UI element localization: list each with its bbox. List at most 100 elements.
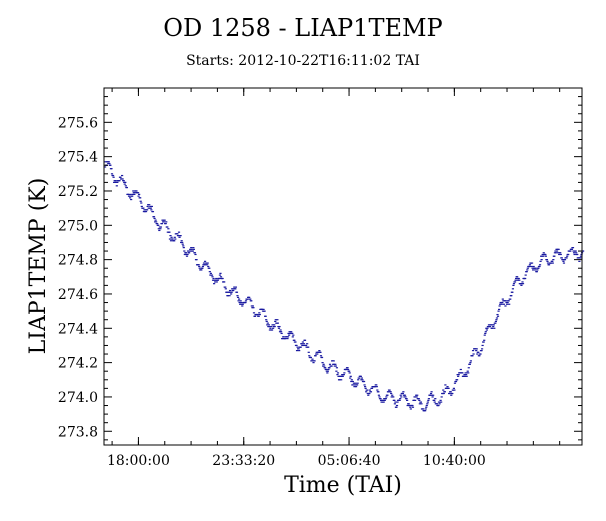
data-point <box>300 343 303 345</box>
data-point <box>193 252 197 254</box>
data-point <box>160 222 164 225</box>
data-point <box>411 404 414 407</box>
data-point <box>203 260 207 262</box>
data-point <box>475 350 478 352</box>
data-point <box>574 250 577 252</box>
data-point <box>214 281 217 283</box>
data-point <box>551 262 554 264</box>
data-point <box>431 396 434 398</box>
data-point <box>442 389 445 391</box>
data-point <box>173 236 176 238</box>
data-point <box>214 279 217 281</box>
data-point <box>166 226 169 228</box>
x-tick-label: 10:40:00 <box>423 453 486 469</box>
data-point <box>270 329 274 331</box>
data-point <box>124 181 127 183</box>
data-point <box>406 404 409 407</box>
data-point <box>241 305 244 307</box>
data-point <box>191 250 194 252</box>
data-point <box>437 404 440 407</box>
data-point <box>236 296 240 298</box>
data-point <box>343 372 346 374</box>
y-tick-label: 273.8 <box>58 424 98 440</box>
data-point <box>369 391 373 393</box>
data-point <box>151 210 155 213</box>
chart-subtitle: Starts: 2012-10-22T16:11:02 TAI <box>186 53 420 69</box>
data-point <box>546 260 549 262</box>
data-point <box>140 205 143 208</box>
data-point <box>430 391 433 393</box>
data-point <box>399 398 402 400</box>
data-point <box>520 284 523 286</box>
data-point <box>142 207 145 209</box>
data-point <box>476 353 479 355</box>
data-point <box>306 343 309 345</box>
data-point <box>469 362 472 364</box>
data-point <box>183 253 186 256</box>
data-point <box>336 374 339 376</box>
data-point <box>475 348 478 350</box>
data-point <box>157 224 160 226</box>
data-point <box>351 380 354 383</box>
data-point <box>206 264 209 266</box>
data-point <box>332 360 335 362</box>
data-point <box>316 353 319 355</box>
y-tick-label: 274.0 <box>58 390 98 406</box>
data-point <box>212 277 215 280</box>
data-point <box>218 277 221 280</box>
data-point <box>559 252 562 254</box>
data-point <box>302 343 306 345</box>
data-point <box>466 370 469 372</box>
data-point <box>110 173 114 175</box>
data-point <box>425 404 428 407</box>
data-point <box>190 247 193 249</box>
data-point <box>398 399 401 401</box>
data-point <box>159 226 163 228</box>
data-point <box>464 372 467 374</box>
data-point <box>449 391 452 393</box>
data-point <box>308 355 311 357</box>
data-point <box>508 303 511 305</box>
data-point <box>536 269 539 271</box>
data-point <box>165 221 168 223</box>
data-point <box>224 288 227 290</box>
data-point <box>208 267 211 269</box>
data-point <box>432 394 435 396</box>
data-point <box>173 240 176 242</box>
data-point <box>313 360 316 362</box>
data-point <box>572 252 576 254</box>
data-point <box>386 394 389 396</box>
data-point <box>571 247 575 249</box>
data-point <box>321 362 324 364</box>
data-point <box>576 253 579 256</box>
data-point <box>314 355 317 357</box>
data-point <box>124 185 127 187</box>
data-point <box>424 408 427 410</box>
data-point <box>177 235 180 237</box>
data-point <box>153 217 156 220</box>
data-point <box>231 288 234 290</box>
data-point <box>236 295 239 297</box>
y-tick-label: 274.2 <box>58 356 98 372</box>
data-point <box>183 250 186 252</box>
data-point <box>370 387 374 389</box>
data-point <box>337 375 340 377</box>
data-point <box>442 392 445 395</box>
data-point <box>512 283 516 285</box>
data-point <box>379 398 382 400</box>
data-point <box>186 253 189 256</box>
data-point <box>156 222 159 225</box>
data-point <box>405 398 408 400</box>
data-point <box>216 279 219 281</box>
data-point <box>169 235 172 237</box>
data-point <box>219 276 223 278</box>
data-point <box>465 374 468 376</box>
data-point <box>118 180 121 182</box>
data-point <box>104 161 107 163</box>
data-point <box>578 260 581 262</box>
data-point <box>569 250 572 252</box>
data-point <box>544 255 547 257</box>
data-point <box>304 344 308 347</box>
data-point <box>267 324 270 326</box>
data-point <box>286 336 290 338</box>
